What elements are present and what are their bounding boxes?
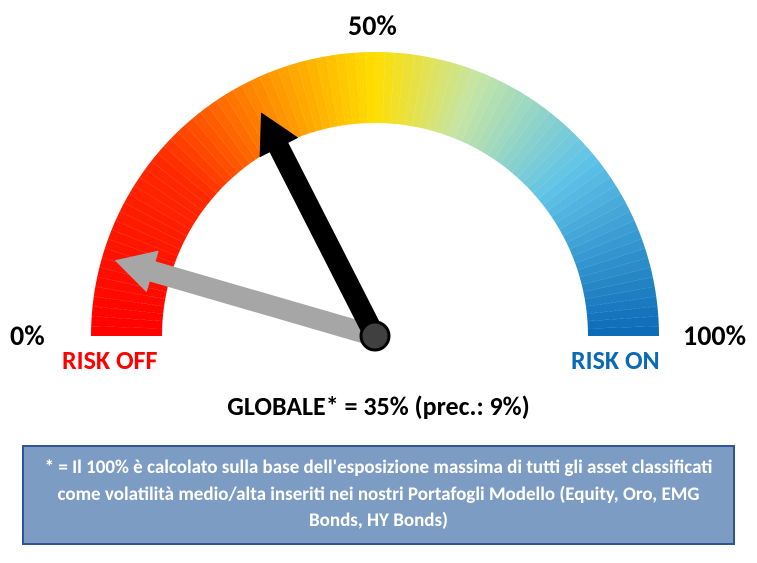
risk-off-label: RISK OFF bbox=[62, 344, 157, 376]
footnote-box: * = Il 100% è calcolato sulla base dell'… bbox=[22, 445, 735, 545]
gauge-main-value: GLOBALE* = 35% (prec.: 9%) bbox=[0, 390, 757, 422]
tick-label-0: 0% bbox=[10, 318, 45, 353]
gauge-band bbox=[91, 52, 659, 336]
gauge-pivot bbox=[361, 322, 389, 350]
tick-label-100: 100% bbox=[683, 318, 746, 353]
risk-on-label: RISK ON bbox=[571, 344, 660, 376]
tick-label-50: 50% bbox=[348, 8, 397, 43]
